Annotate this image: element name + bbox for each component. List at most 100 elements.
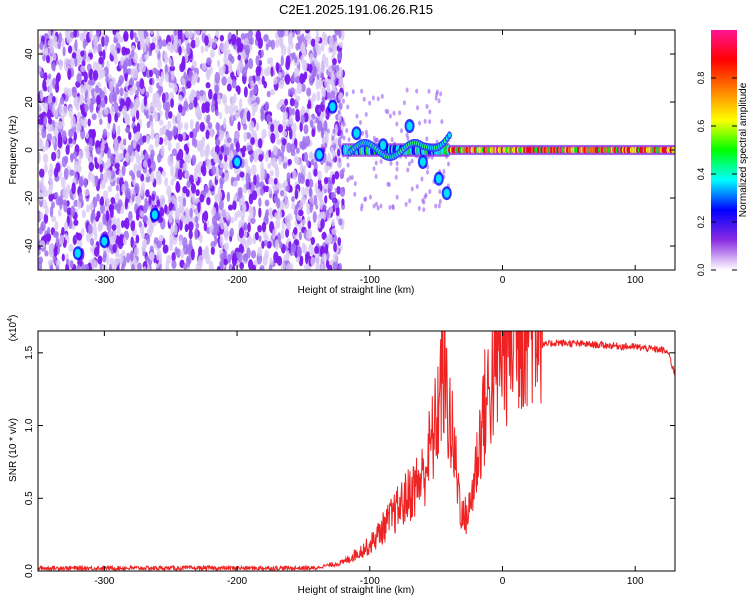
spectrogram-cell (391, 205, 395, 211)
spectrogram-cell (184, 223, 189, 233)
spectrogram-cell (92, 46, 98, 54)
spectrogram-cell (115, 184, 120, 192)
spectrogram-cell (61, 227, 65, 236)
spectrogram-cell (242, 116, 247, 125)
spectrogram-cell (135, 89, 139, 97)
spectrogram-cell (234, 157, 241, 167)
spectrogram-cell (97, 221, 104, 231)
spectrogram-cell (340, 173, 344, 179)
spectrogram-cell (92, 35, 97, 47)
spectrogram-cell (137, 30, 142, 38)
spectrogram-cell (307, 220, 312, 230)
spectrogram-cell (246, 144, 253, 151)
spectrogram-cell (247, 259, 254, 270)
spectrogram-cell (64, 57, 70, 66)
spectrogram-cell (48, 192, 54, 202)
spectrogram-cell (143, 41, 147, 53)
spectrogram-cell (113, 37, 119, 44)
spectrogram-cell (253, 84, 258, 95)
spectrogram-cell (425, 136, 429, 142)
spectrogram-cell (214, 109, 219, 117)
spectrogram-cell (171, 71, 175, 81)
spectrogram-cell (188, 103, 194, 110)
spectrogram-cell (390, 137, 394, 143)
spectrogram-cell (214, 212, 220, 220)
spectrogram-cell (109, 235, 116, 246)
spectrogram-cell (236, 210, 241, 218)
spectrogram-cell (91, 257, 96, 270)
spectrogram-cell (258, 148, 263, 155)
spectrogram-cell (39, 179, 45, 192)
spectrogram-cell (345, 91, 349, 97)
spectrogram-cell (54, 191, 59, 199)
spectrogram-cell (100, 99, 106, 108)
spectrogram-cell (38, 103, 42, 111)
spectrogram-cell (331, 135, 335, 141)
spectrogram-cell (65, 263, 70, 270)
spectrogram-cell (101, 36, 105, 48)
spectrogram-cell (129, 250, 134, 263)
spectrogram-cell (348, 175, 352, 181)
spectrogram-cell (273, 177, 278, 185)
spectrogram-cell (294, 156, 300, 165)
spectrogram-cell (78, 192, 83, 203)
spectrogram-cell (407, 161, 411, 167)
spectrogram-cell (194, 166, 198, 174)
spectrogram-cell (257, 224, 262, 233)
spectrogram-cell (67, 87, 73, 98)
y-tick-label: 20 (24, 96, 35, 108)
spectrogram-cell (108, 263, 113, 270)
spectrogram-cell (434, 203, 438, 209)
spectrogram-cell (175, 180, 180, 192)
x-tick-label: -300 (94, 576, 114, 587)
spectrogram-cell (294, 76, 301, 84)
spectrogram-cell (140, 210, 145, 218)
spectrogram-cell (188, 221, 194, 232)
spectrogram-cell (96, 30, 100, 36)
spectrogram-cell (204, 35, 209, 46)
spectrogram-cell (220, 253, 226, 261)
x-tick-label: 100 (627, 275, 644, 286)
snr-y-scale-label: (x104) (7, 315, 19, 342)
spectrogram-cell (279, 79, 285, 89)
spectrogram-cell (228, 65, 233, 74)
spectrogram-cell (279, 200, 285, 211)
spectrogram-cell (69, 260, 74, 269)
spectrogram-cell (280, 229, 285, 240)
spectrogram-cell (231, 79, 237, 89)
spectrogram-cell (294, 188, 299, 200)
spectrogram-cell (224, 104, 229, 115)
spectrogram-cell (273, 195, 279, 203)
spectrogram-cell (133, 246, 140, 257)
spectrogram-cell (74, 39, 78, 52)
spectrogram-cell (78, 176, 84, 188)
y-tick-label: 40 (24, 48, 35, 60)
spectrogram-cell (289, 87, 295, 96)
spectrogram-cell (260, 112, 264, 122)
spectrogram-cell (199, 148, 205, 158)
spectrogram-cell (208, 224, 213, 234)
spectrogram-cell (278, 35, 282, 47)
spectrogram-cell (395, 121, 399, 127)
spectrogram-cell (53, 247, 58, 257)
spectrogram-cell (168, 191, 172, 204)
spectrogram-cell (317, 219, 322, 229)
spectrogram-cell (58, 58, 63, 71)
spectrogram-cell (223, 172, 230, 183)
spectrogram-cell (131, 194, 135, 203)
spectrogram-cell (219, 176, 225, 185)
spectrogram-cell (83, 71, 88, 83)
spectrogram-cell (248, 57, 254, 70)
spectrogram-cell (227, 253, 232, 264)
spectrogram-cell (325, 56, 329, 68)
spectrogram-cell (69, 169, 75, 176)
spectrogram-cell (43, 72, 48, 81)
x-tick-label: -100 (360, 275, 380, 286)
spectrogram-cell (400, 128, 404, 134)
spectrogram-cell (434, 95, 438, 101)
spectrogram-cell (109, 169, 116, 180)
spectrogram-cell (168, 56, 172, 65)
spectrogram-cell (94, 246, 100, 257)
spectrogram-cell (77, 56, 81, 67)
